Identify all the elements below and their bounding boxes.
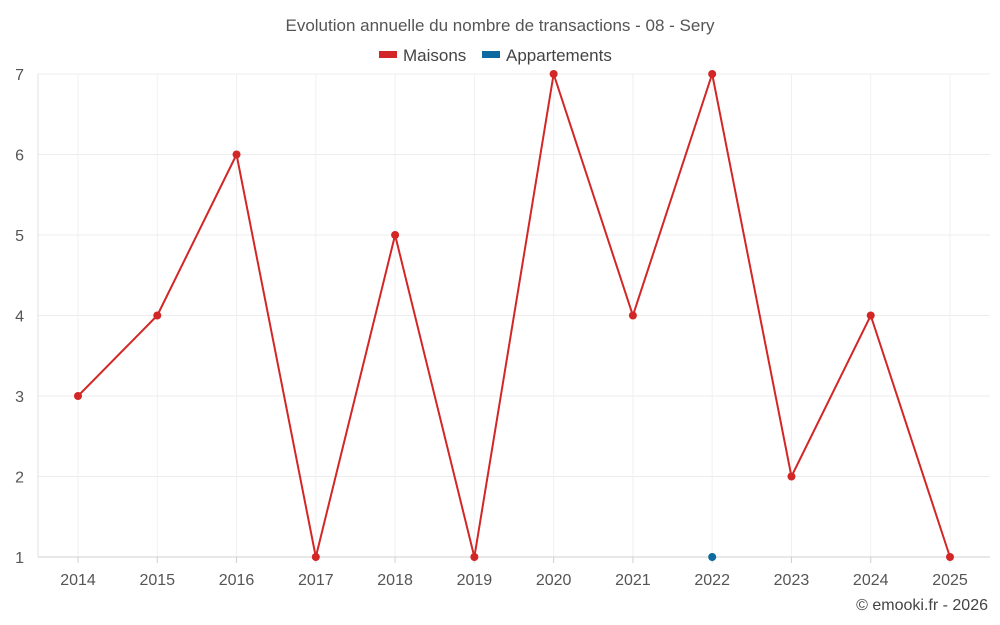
- legend-swatch-maisons: [379, 51, 397, 58]
- x-tick-label-2025: 2025: [932, 572, 968, 589]
- point-appartements-2022[interactable]: [708, 553, 717, 561]
- point-maisons-2024[interactable]: [866, 311, 875, 320]
- y-tick-label-3: 3: [15, 389, 24, 406]
- chart-title: Evolution annuelle du nombre de transact…: [285, 16, 715, 35]
- point-maisons-2023[interactable]: [787, 472, 796, 481]
- x-tick-label-2021: 2021: [615, 572, 651, 589]
- point-maisons-2019[interactable]: [470, 553, 479, 561]
- x-tick-label-2016: 2016: [219, 572, 255, 589]
- y-tick-label-1: 1: [15, 550, 24, 567]
- point-maisons-2020[interactable]: [549, 70, 558, 78]
- credit-text: © emooki.fr - 2026: [856, 597, 988, 614]
- point-maisons-2017[interactable]: [311, 553, 320, 561]
- x-tick-label-2018: 2018: [377, 572, 413, 589]
- y-tick-label-5: 5: [15, 228, 24, 245]
- x-tick-label-2017: 2017: [298, 572, 334, 589]
- point-maisons-2022[interactable]: [708, 70, 717, 78]
- x-tick-label-2024: 2024: [853, 572, 889, 589]
- y-tick-label-2: 2: [15, 470, 24, 487]
- point-maisons-2021[interactable]: [628, 311, 637, 320]
- axes: 1 2 3 4 5 6 7 2014 2015 2016 2017 2018 2019 2020 2021 2…: [15, 67, 990, 589]
- legend-item-maisons[interactable]: Maisons: [379, 46, 466, 65]
- legend-label-appartements: Appartements: [506, 46, 612, 65]
- x-tick-label-2019: 2019: [457, 572, 493, 589]
- point-maisons-2015[interactable]: [153, 311, 162, 320]
- legend: Maisons Appartements: [379, 46, 612, 65]
- point-maisons-2018[interactable]: [391, 231, 400, 239]
- x-tick-label-2020: 2020: [536, 572, 572, 589]
- legend-swatch-appartements: [482, 51, 500, 58]
- legend-label-maisons: Maisons: [403, 46, 466, 65]
- point-maisons-2014[interactable]: [74, 392, 82, 400]
- series-line-maisons: [77, 70, 951, 558]
- point-maisons-2016[interactable]: [232, 150, 241, 159]
- y-tick-label-4: 4: [15, 309, 24, 326]
- x-tick-label-2014: 2014: [60, 572, 96, 589]
- data-points: [74, 70, 954, 561]
- point-maisons-2025[interactable]: [946, 553, 954, 561]
- x-tick-label-2015: 2015: [139, 572, 175, 589]
- y-tick-label-6: 6: [15, 148, 24, 165]
- y-tick-label-7: 7: [15, 67, 24, 84]
- legend-item-appartements[interactable]: Appartements: [482, 46, 612, 65]
- x-tick-label-2022: 2022: [694, 572, 730, 589]
- series-lines: [77, 70, 951, 558]
- x-tick-label-2023: 2023: [774, 572, 810, 589]
